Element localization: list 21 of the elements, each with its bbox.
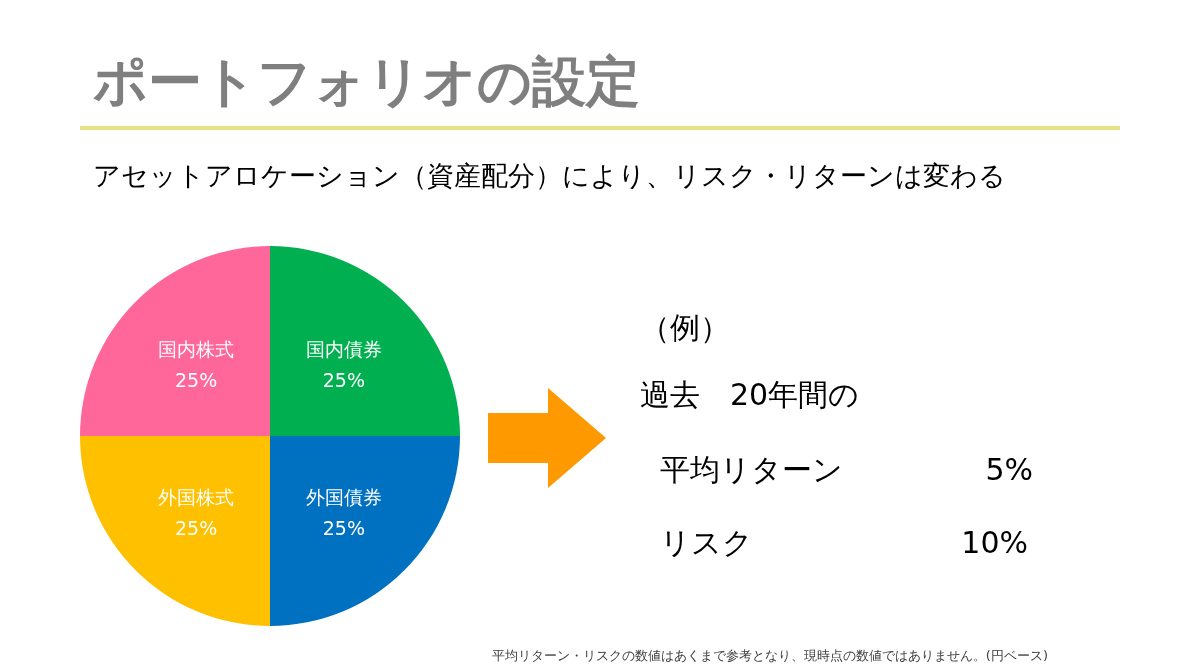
text: （例） bbox=[640, 310, 730, 345]
data-label: 25% bbox=[322, 368, 366, 391]
text: 過去 20年間の bbox=[640, 377, 860, 412]
pie-slice bbox=[80, 246, 270, 436]
text: リスク bbox=[660, 525, 753, 560]
slice-label: 国内債券 bbox=[305, 338, 382, 361]
pie-slice bbox=[270, 246, 460, 436]
pie-slice bbox=[270, 436, 460, 626]
text: アセットアロケーション（資産配分）により、リスク・リターンは変わる bbox=[93, 160, 1006, 191]
text: 10% bbox=[961, 525, 1028, 560]
data-label: 25% bbox=[322, 516, 366, 539]
slice-label: 外国債券 bbox=[305, 486, 382, 509]
data-label: 25% bbox=[174, 516, 218, 539]
slice-label: 外国株式 bbox=[158, 486, 235, 509]
chart-title: ポートフォリオの設定 bbox=[93, 50, 640, 113]
slice-label: 国内株式 bbox=[158, 338, 235, 361]
text: 平均リターン・リスクの数値はあくまで参考となり、現時点の数値ではありません。(円ベース) bbox=[491, 648, 1048, 663]
text: 平均リターン bbox=[660, 452, 843, 487]
data-label: 25% bbox=[174, 368, 218, 391]
pie-slice bbox=[80, 436, 270, 626]
text: 5% bbox=[985, 452, 1033, 487]
